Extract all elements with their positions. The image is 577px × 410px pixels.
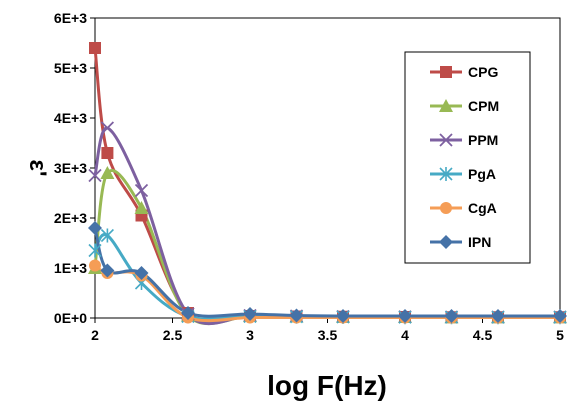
y-tick-label: 3E+3	[54, 160, 87, 176]
legend-item-ipn: IPN	[430, 234, 491, 250]
x-tick-label: 5	[556, 327, 564, 343]
legend: CPG CPM PPM PgA CgA IPN	[404, 51, 531, 264]
data-point-cpm	[134, 201, 149, 214]
legend-item-pga: PgA	[430, 166, 496, 182]
legend-label: PPM	[468, 132, 498, 148]
data-point-cpg	[89, 42, 101, 54]
data-point-ipn	[134, 266, 149, 280]
legend-item-cpg: CPG	[430, 64, 498, 80]
x-tick-label: 4.5	[473, 327, 493, 343]
y-tick-label: 0E+0	[54, 310, 87, 326]
data-point-pga	[88, 243, 102, 258]
data-point-ipn	[444, 309, 459, 323]
data-point-ppm	[100, 121, 115, 135]
y-tick-label: 6E+3	[54, 10, 87, 26]
y-tick-label: 4E+3	[54, 110, 87, 126]
data-point-cpg	[101, 147, 114, 159]
legend-label: CgA	[468, 200, 497, 216]
x-tick-label: 3	[246, 327, 254, 343]
y-tick-label: 2E+3	[54, 210, 87, 226]
legend-label: PgA	[468, 166, 496, 182]
data-point-ipn	[88, 221, 102, 235]
data-point-ipn	[100, 263, 115, 278]
legend-item-ppm: PPM	[430, 132, 498, 148]
x-tick-label: 2.5	[163, 327, 183, 343]
data-point-ppm	[88, 168, 102, 183]
data-point-ipn	[289, 308, 304, 323]
data-point-ppm	[134, 183, 149, 198]
data-point-ipn	[181, 306, 195, 320]
x-tick-label: 2	[91, 327, 99, 343]
data-point-ipn	[336, 309, 350, 323]
y-tick-label: 5E+3	[54, 60, 87, 76]
data-point-cpm	[100, 166, 115, 179]
legend-box	[404, 51, 531, 264]
data-point-ipn	[398, 309, 412, 323]
legend-item-cpm: CPM	[430, 98, 499, 114]
series-markers	[88, 42, 567, 325]
legend-label: CPM	[468, 98, 499, 114]
data-point-pga	[100, 228, 114, 243]
data-point-ipn	[553, 309, 567, 323]
x-axis-title: log F(Hz)	[267, 370, 387, 401]
data-point-cga	[89, 259, 101, 272]
legend-label: CPG	[468, 64, 498, 80]
y-axis-title: ε'	[24, 159, 51, 176]
x-tick-label: 4	[401, 327, 409, 343]
x-axis: 2 2.5 3 3.5 4 4.5 5	[91, 318, 564, 343]
legend-label: IPN	[468, 234, 491, 250]
y-tick-label: 1E+3	[54, 260, 87, 276]
x-tick-label: 3.5	[318, 327, 338, 343]
data-point-ipn	[243, 307, 257, 321]
legend-item-cga: CgA	[430, 200, 497, 216]
data-point-ipn	[491, 309, 505, 323]
y-axis: 0E+0 1E+3 2E+3 3E+3 4E+3 5E+3 6E+3	[54, 10, 95, 326]
